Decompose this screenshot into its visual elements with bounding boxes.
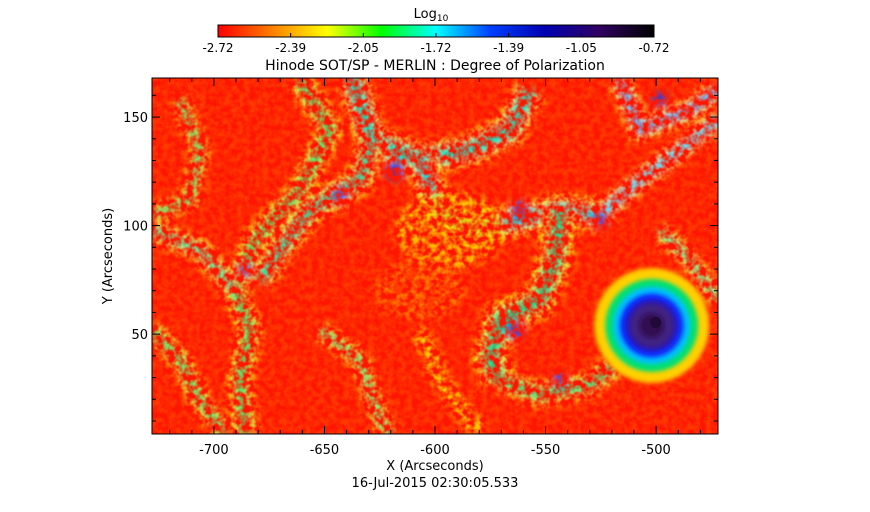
- polarization-map: [152, 78, 718, 434]
- sunspot: [594, 267, 710, 383]
- x-tick-label: -600: [420, 443, 450, 458]
- x-tick-label: -550: [531, 443, 561, 458]
- y-tick-label: 150: [123, 111, 148, 126]
- colorbar-label-sub: 10: [437, 14, 449, 24]
- colorbar-label-base: Log: [414, 7, 437, 22]
- colorbar-label: Log10: [414, 7, 449, 24]
- colorbar-tick-label: -2.39: [275, 41, 306, 55]
- x-axis-label: X (Arcseconds): [386, 459, 483, 474]
- y-axis-label: Y (Arcseconds): [101, 208, 116, 305]
- x-tick-label: -500: [641, 443, 671, 458]
- colorbar-tick-label: -0.72: [638, 41, 669, 55]
- y-axis-ticks: 50 100 150: [123, 94, 718, 422]
- timestamp: 16-Jul-2015 02:30:05.533: [352, 476, 519, 491]
- colorbar-tick-label: -2.05: [348, 41, 379, 55]
- colorbar-ticks: -2.72 -2.39 -2.05 -1.72 -1.39 -1.05 -0.72: [202, 33, 670, 55]
- sunspot-umbra-core: [650, 316, 662, 328]
- colorbar-tick-label: -1.72: [420, 41, 451, 55]
- colorbar-tick-label: -1.05: [566, 41, 597, 55]
- y-tick-label: 100: [123, 220, 148, 235]
- x-tick-label: -700: [199, 443, 229, 458]
- x-tick-label: -650: [310, 443, 340, 458]
- colorbar-tick-label: -1.39: [493, 41, 524, 55]
- chart-title: Hinode SOT/SP - MERLIN : Degree of Polar…: [265, 58, 605, 74]
- colorbar-tick-label: -2.72: [202, 41, 233, 55]
- y-tick-label: 50: [131, 328, 148, 343]
- x-axis-ticks: -700 -650 -600 -550 -500: [169, 78, 701, 458]
